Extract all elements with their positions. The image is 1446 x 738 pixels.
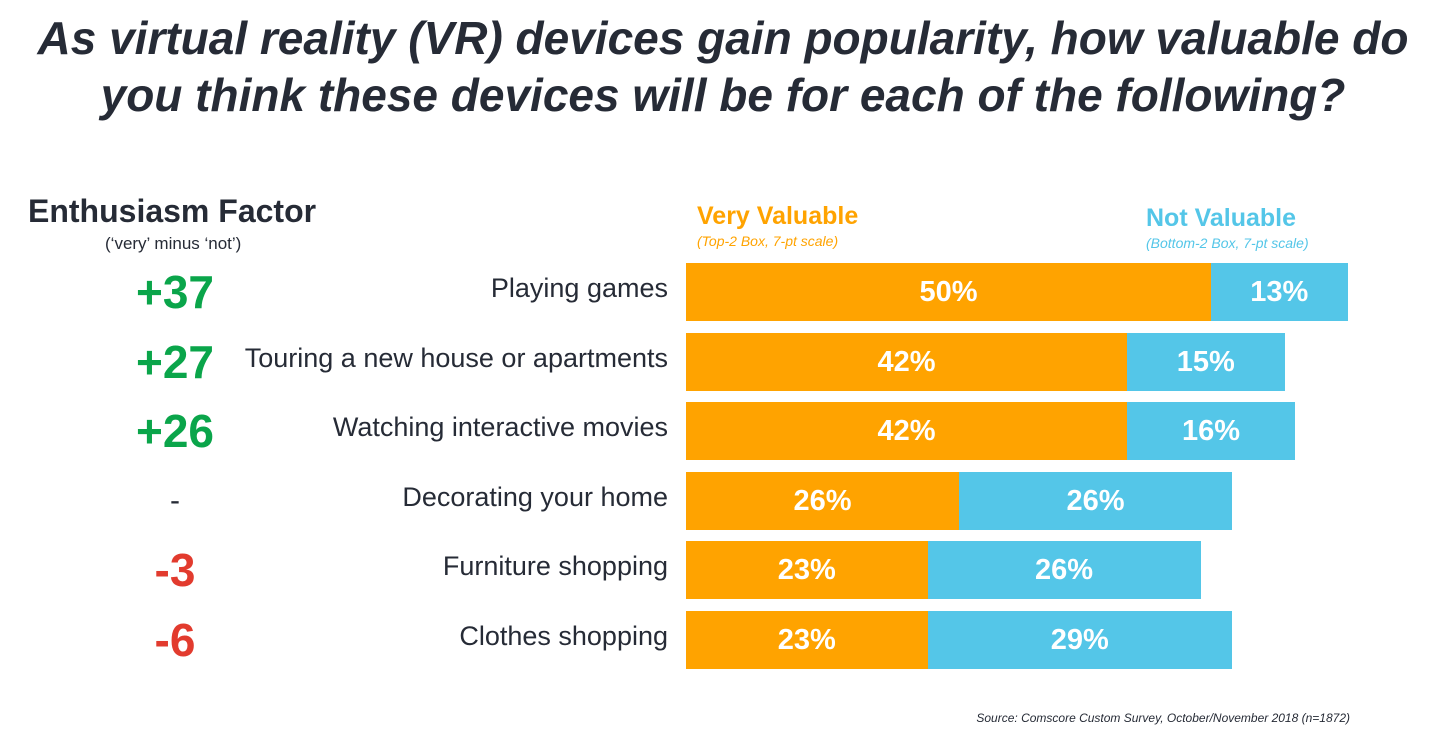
bar-very-valuable: 23% [686,541,928,599]
bar-label-not-valuable: 29% [1050,623,1109,656]
bar-not-valuable: 29% [927,611,1232,669]
bar-label-not-valuable: 13% [1250,275,1309,308]
legend-very-valuable: Very Valuable [697,202,859,230]
legend-not-valuable: Not Valuable [1146,204,1297,232]
legend-very-valuable-note: (Top-2 Box, 7-pt scale) [697,233,839,249]
legend-not-valuable-note: (Bottom-2 Box, 7-pt scale) [1146,235,1309,251]
category-label: Clothes shopping [459,621,668,651]
bar-label-not-valuable: 26% [1034,553,1094,586]
page-title: As virtual reality (VR) devices gain pop… [37,12,1409,121]
bar-not-valuable: 26% [927,541,1201,599]
enthusiasm-factor-value: +26 [135,405,215,457]
enthusiasm-factor-value: -3 [154,544,196,596]
bar-label-very-valuable: 23% [777,623,836,656]
bar-label-very-valuable: 23% [777,553,836,586]
bar-very-valuable: 50% [686,263,1211,321]
enthusiasm-factor-value: -6 [154,614,196,666]
bar-not-valuable: 16% [1127,402,1295,460]
bar-not-valuable: 26% [959,472,1232,530]
bar-label-not-valuable: 15% [1176,345,1235,378]
category-label: Watching interactive movies [332,412,668,442]
bar-very-valuable: 23% [686,611,928,669]
enthusiasm-factor-value: +27 [135,336,215,388]
bar-very-valuable: 26% [686,472,959,530]
enthusiasm-factor-value: - [170,484,180,517]
enthusiasm-subtitle: (‘very’ minus ‘not’) [105,234,242,253]
source-note: Source: Comscore Custom Survey, October/… [976,711,1350,725]
enthusiasm-title: Enthusiasm Factor [28,193,317,229]
bar-label-not-valuable: 16% [1181,414,1241,447]
category-label: Decorating your home [402,482,668,512]
category-label: Playing games [490,273,668,303]
bar-very-valuable: 42% [686,402,1127,460]
bar-not-valuable: 13% [1211,263,1348,321]
bar-label-very-valuable: 26% [793,484,852,517]
category-label: Furniture shopping [442,551,668,581]
bar-label-not-valuable: 26% [1066,484,1125,517]
bar-not-valuable: 15% [1127,333,1285,391]
bar-label-very-valuable: 50% [919,275,978,308]
bar-very-valuable: 42% [686,333,1127,391]
bar-label-very-valuable: 42% [877,345,936,378]
bar-label-very-valuable: 42% [877,414,936,447]
enthusiasm-factor-value: +37 [135,266,215,318]
category-label: Touring a new house or apartments [244,343,668,373]
